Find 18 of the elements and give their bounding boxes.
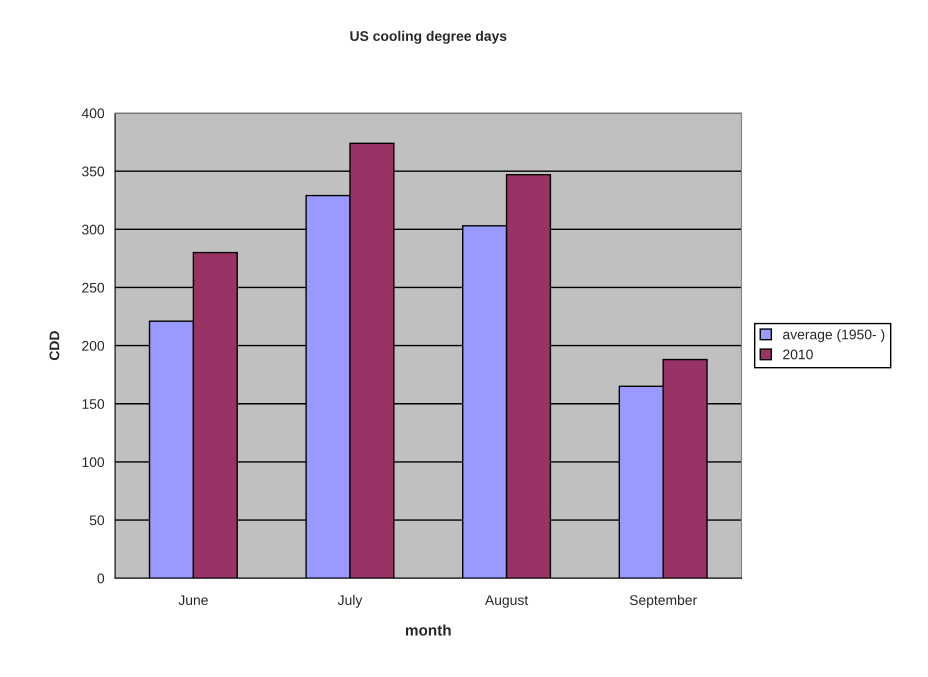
- x-tick-label: June: [178, 595, 208, 606]
- y-tick-label: 400: [82, 108, 104, 118]
- legend-label: average (1950- ): [783, 329, 884, 342]
- legend-label: 2010: [783, 350, 813, 360]
- y-tick-label: 250: [82, 282, 104, 293]
- y-axis-title: CDD: [49, 331, 60, 360]
- y-tick-label: 50: [90, 515, 104, 526]
- y-tick-label: 300: [82, 224, 104, 235]
- x-tick-label: August: [484, 595, 528, 608]
- y-tick-label: 350: [82, 166, 104, 176]
- y-tick-label: 100: [82, 457, 104, 468]
- x-tick-label: September: [630, 594, 697, 608]
- y-tick-label: 0: [97, 573, 104, 584]
- y-tick-label: 200: [82, 340, 104, 351]
- x-axis-title: month: [406, 624, 451, 636]
- chart-title: US cooling degree days: [350, 30, 506, 44]
- y-tick-label: 150: [82, 399, 104, 409]
- x-tick-label: July: [338, 594, 362, 608]
